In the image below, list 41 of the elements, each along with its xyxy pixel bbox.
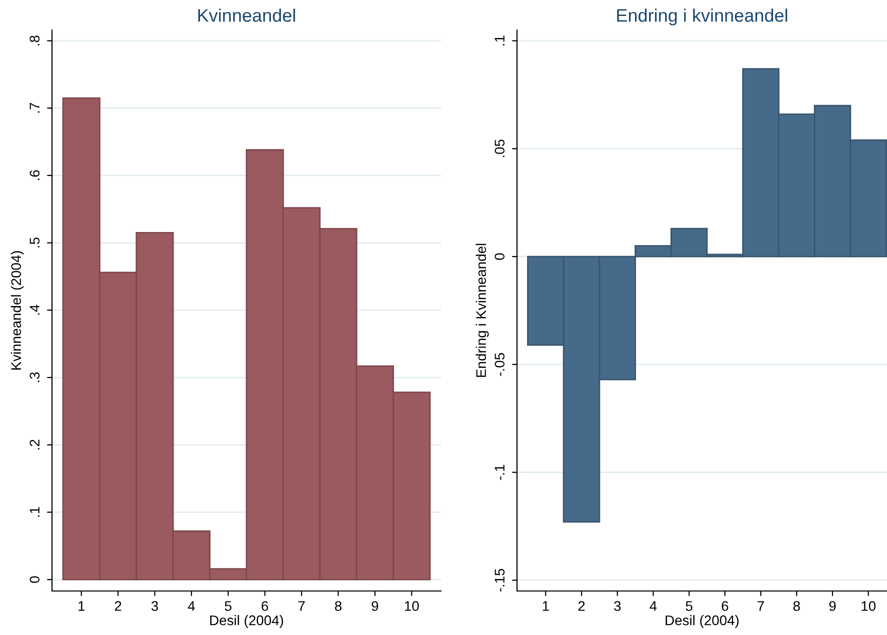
y-tick-label: .05 (494, 140, 505, 158)
x-tick-label: 1 (78, 601, 85, 611)
y-tick-label: 0 (494, 253, 505, 260)
y-tick-label: .1 (494, 36, 504, 46)
y-tick-label: .3 (30, 372, 40, 382)
y-axis-title: Kvinneandel (2004) (10, 251, 24, 370)
x-tick-label: 6 (722, 601, 728, 611)
y-tick-label: .5 (30, 238, 40, 248)
chart-title: Kvinneandel (198, 8, 295, 22)
x-tick-label: 5 (224, 601, 232, 611)
y-axis-title: Endring i Kvinneandel (476, 244, 489, 377)
x-tick-label: 2 (114, 601, 122, 611)
x-tick-label: 7 (758, 601, 764, 611)
y-tick-label: -.1 (494, 464, 504, 480)
y-tick-label: 0 (30, 576, 40, 583)
x-tick-label: 5 (686, 601, 692, 611)
y-tick-label: .8 (30, 36, 40, 46)
y-tick-label: -.05 (494, 353, 505, 376)
y-tick-label: .2 (30, 440, 40, 450)
x-tick-label: 1 (542, 601, 549, 611)
x-tick-label: 4 (188, 601, 195, 611)
x-tick-label: 4 (650, 601, 657, 611)
x-tick-label: 7 (298, 601, 305, 611)
y-tick-label: .1 (30, 507, 40, 517)
x-tick-label: 6 (262, 601, 268, 611)
x-tick-label: 2 (578, 601, 585, 611)
y-tick-label: .6 (30, 170, 40, 180)
y-tick-label: .7 (30, 103, 40, 113)
x-tick-label: 10 (862, 601, 876, 611)
x-tick-label: 9 (372, 601, 378, 611)
x-tick-label: 9 (829, 601, 836, 611)
x-tick-label: 3 (151, 601, 158, 611)
x-tick-label: 10 (404, 601, 419, 611)
x-tick-label: 3 (614, 601, 621, 611)
x-axis-title: Desil (2004) (210, 615, 284, 628)
chart-title: Endring i kvinneandel (617, 8, 788, 26)
x-axis-title: Desil (2004) (666, 615, 739, 628)
y-tick-label: .4 (30, 304, 40, 315)
x-tick-label: 8 (793, 601, 800, 611)
y-tick-label: -.15 (494, 568, 505, 592)
x-tick-label: 8 (334, 601, 342, 611)
